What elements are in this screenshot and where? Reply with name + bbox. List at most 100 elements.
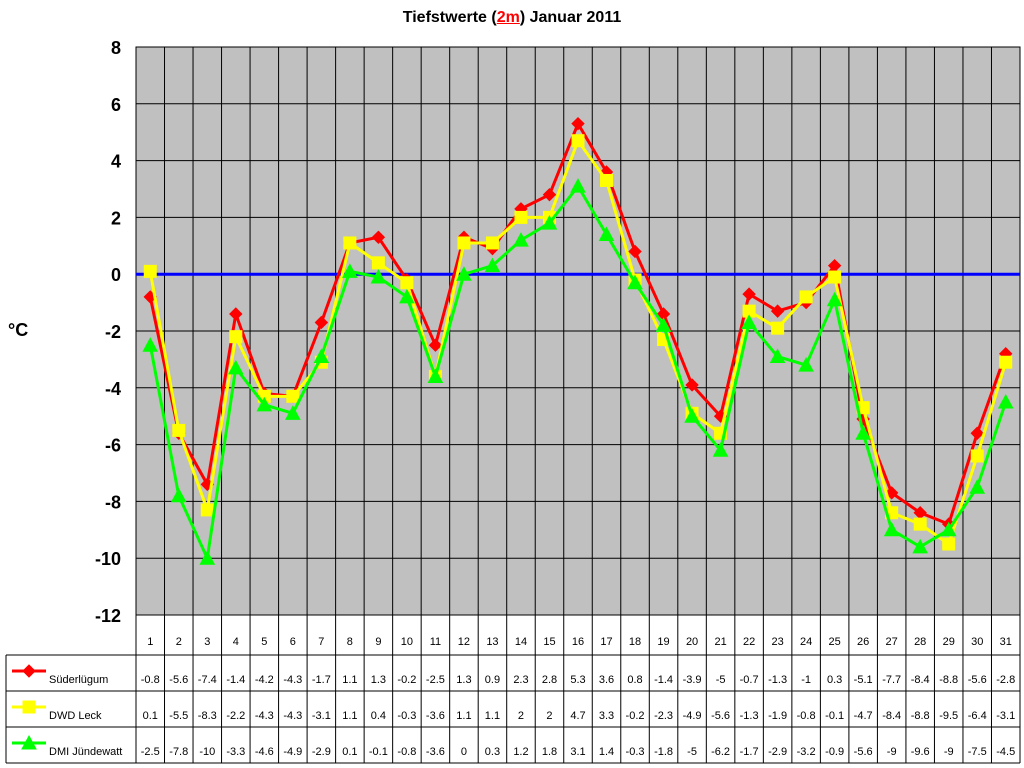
x-tick-label: 12 xyxy=(458,636,470,648)
data-label: -0.7 xyxy=(740,674,759,686)
x-tick-label: 27 xyxy=(886,636,898,648)
data-label: -1.3 xyxy=(768,674,787,686)
x-tick-label: 5 xyxy=(261,636,267,648)
data-label: -8.8 xyxy=(939,674,958,686)
title-emphasis: 2m xyxy=(496,9,520,26)
data-point xyxy=(199,550,216,565)
data-point xyxy=(571,116,585,131)
data-point xyxy=(741,314,757,329)
data-point xyxy=(628,244,642,259)
data-label: -1 xyxy=(801,674,811,686)
data-point xyxy=(342,263,358,278)
legend-marker xyxy=(22,700,36,714)
data-label: -0.8 xyxy=(797,710,816,722)
data-point xyxy=(314,315,329,330)
y-tick-label: -10 xyxy=(95,549,121,569)
data-point xyxy=(912,538,929,554)
x-tick-label: 28 xyxy=(914,636,926,648)
data-label: 3.6 xyxy=(599,674,614,686)
data-point xyxy=(170,487,187,503)
data-label: -6.4 xyxy=(968,710,987,722)
data-label: 0.4 xyxy=(371,710,386,722)
y-tick-label: 6 xyxy=(111,95,121,115)
data-label: 1.8 xyxy=(542,746,557,758)
data-label: -8.3 xyxy=(198,710,217,722)
y-tick-label: 4 xyxy=(111,152,121,172)
data-label: -6.2 xyxy=(711,746,730,758)
data-point xyxy=(285,405,301,420)
data-label: -7.5 xyxy=(968,746,987,758)
x-tick-label: 13 xyxy=(486,636,498,648)
x-tick-label: 7 xyxy=(318,636,324,648)
data-label: -0.8 xyxy=(141,674,160,686)
data-label: -9 xyxy=(887,746,897,758)
data-label: 0.3 xyxy=(485,746,500,758)
x-tick-label: 11 xyxy=(430,636,441,648)
x-tick-label: 31 xyxy=(1000,636,1012,648)
chart-title: Tiefstwerte (2m) Januar 2011 xyxy=(0,9,1024,27)
data-label: -7.8 xyxy=(169,746,188,758)
data-point xyxy=(799,290,813,304)
x-tick-label: 25 xyxy=(829,636,841,648)
data-point xyxy=(286,389,300,403)
data-label: -2.8 xyxy=(996,674,1015,686)
data-point xyxy=(227,359,244,375)
y-tick-label: -4 xyxy=(105,379,121,399)
data-label: -9.6 xyxy=(911,746,930,758)
data-label: 0 xyxy=(461,746,467,758)
data-label: -0.2 xyxy=(626,710,645,722)
data-label: 3.3 xyxy=(599,710,614,722)
data-point xyxy=(542,187,557,202)
x-tick-label: 20 xyxy=(686,636,698,648)
y-tick-label: -8 xyxy=(105,492,121,512)
data-label: -2.3 xyxy=(654,710,673,722)
data-label: 1.2 xyxy=(513,746,528,758)
data-label: 2.8 xyxy=(542,674,557,686)
x-tick-label: 21 xyxy=(714,636,726,648)
data-label: -4.7 xyxy=(854,710,873,722)
data-label: -1.7 xyxy=(740,746,759,758)
data-label: -3.3 xyxy=(226,746,245,758)
data-point xyxy=(942,537,956,551)
data-label: -4.5 xyxy=(996,746,1015,758)
data-label: -4.9 xyxy=(283,746,302,758)
x-tick-label: 29 xyxy=(943,636,955,648)
data-label: -5 xyxy=(716,674,726,686)
x-tick-label: 8 xyxy=(347,636,353,648)
data-label: 2.3 xyxy=(513,674,528,686)
data-point xyxy=(742,287,756,301)
data-point xyxy=(229,330,243,344)
legend-label: DWD Leck xyxy=(49,710,102,722)
data-label: -0.3 xyxy=(397,710,416,722)
x-tick-label: 3 xyxy=(204,636,210,648)
data-point xyxy=(684,408,700,423)
data-label: -5.1 xyxy=(854,674,873,686)
data-point xyxy=(913,517,927,531)
data-point xyxy=(883,521,900,537)
data-point xyxy=(456,266,472,281)
data-point xyxy=(884,486,899,500)
data-point xyxy=(428,338,443,352)
data-point xyxy=(627,274,643,290)
data-point xyxy=(798,357,814,372)
data-point xyxy=(770,304,785,318)
data-point xyxy=(485,236,499,250)
data-label: -0.3 xyxy=(626,746,645,758)
data-point xyxy=(570,178,586,193)
data-label: 3.1 xyxy=(570,746,585,758)
data-label: -5.5 xyxy=(169,710,188,722)
data-label: 4.7 xyxy=(570,710,585,722)
y-tick-label: 2 xyxy=(111,208,121,228)
x-tick-label: 17 xyxy=(600,636,612,648)
data-label: -4.6 xyxy=(255,746,274,758)
x-tick-label: 19 xyxy=(657,636,669,648)
data-point xyxy=(598,226,615,241)
data-label: -1.8 xyxy=(654,746,673,758)
data-label: -3.6 xyxy=(426,746,445,758)
data-label: -4.3 xyxy=(255,710,274,722)
y-tick-label: -2 xyxy=(105,322,121,342)
data-point xyxy=(400,276,414,290)
data-label: -2.5 xyxy=(141,746,160,758)
data-label: -0.8 xyxy=(397,746,416,758)
data-label: 1.4 xyxy=(599,746,614,758)
